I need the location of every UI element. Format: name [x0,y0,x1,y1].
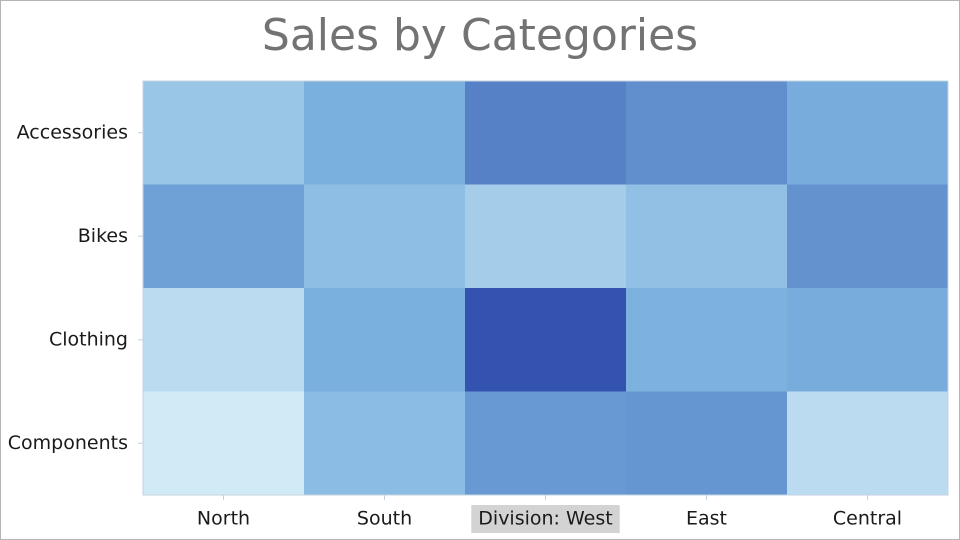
heatmap-cell [465,184,627,289]
heatmap-cell [143,288,305,392]
heatmap-cell [143,184,305,289]
heatmap-cell [787,184,949,289]
y-tick-label: Components [8,432,128,454]
heatmap-cell [304,391,466,496]
x-tick-label: South [357,508,412,530]
heatmap-cell [465,81,627,185]
x-tick-label: East [686,508,727,530]
heatmap-cell [626,288,788,392]
heatmap-cell [304,81,466,185]
x-tick-label: Division: West [478,508,612,530]
y-tick-label: Clothing [49,328,128,350]
heatmap-cell [143,81,305,185]
heatmap-cell [465,288,627,392]
heatmap-cell [787,288,949,392]
x-tick-label: Central [833,508,902,530]
heatmap-cell [304,184,466,289]
x-tick-label: North [197,508,250,530]
heatmap-cell [787,81,949,185]
heatmap-cell [626,81,788,185]
heatmap-cell [626,184,788,289]
chart-title: Sales by Categories [262,10,698,61]
heatmap-cell [787,391,949,496]
heatmap-cell [465,391,627,496]
y-tick-label: Bikes [78,225,128,247]
heatmap-cell [143,391,305,496]
heatmap-cell [304,288,466,392]
heatmap-cell [626,391,788,496]
highlight-label-background [471,505,620,533]
y-tick-label: Accessories [17,121,128,143]
